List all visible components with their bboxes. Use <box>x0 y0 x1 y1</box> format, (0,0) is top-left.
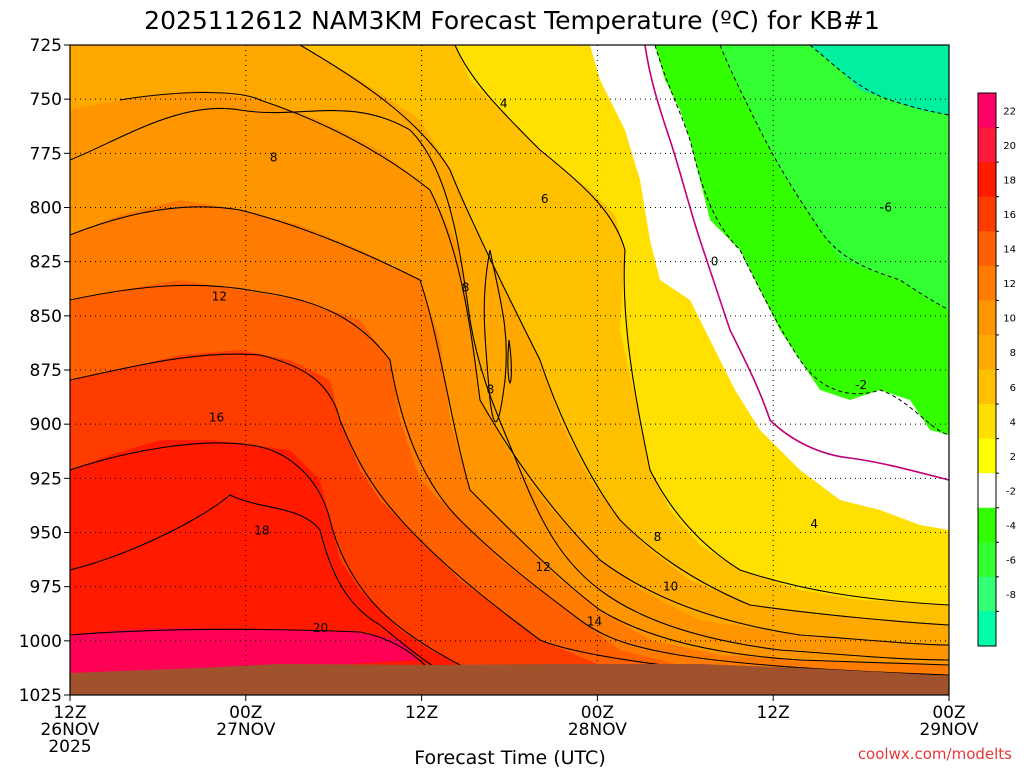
contour-label: 8 <box>462 281 470 295</box>
contour-label: 6 <box>541 192 549 206</box>
colorbar-label: 12 <box>1003 279 1016 290</box>
y-tick-label: 825 <box>30 253 62 273</box>
credit-text: coolwx.com/modelts <box>858 745 1012 763</box>
colorbar-swatch <box>978 196 996 232</box>
y-tick-label: 750 <box>30 90 62 110</box>
contour-label: 18 <box>254 523 269 537</box>
y-tick-label: 775 <box>30 144 62 164</box>
colorbar-swatch <box>978 611 996 647</box>
contour-lines <box>70 45 949 691</box>
colorbar-swatch <box>978 438 996 474</box>
colorbar-swatch <box>978 300 996 336</box>
x-tick-label: 29NOV <box>919 720 978 740</box>
contour-label: 16 <box>209 411 224 425</box>
colorbar-swatch <box>978 127 996 163</box>
y-axis: 725 750 775 800 825 850 875 900 925 950 975 1000 102… <box>19 36 70 706</box>
colorbar-swatch <box>978 231 996 267</box>
x-tick-label: 00Z <box>932 703 965 723</box>
colorbar-label: 6 <box>1010 383 1016 394</box>
colorbar-swatch <box>978 507 996 543</box>
y-tick-label: 1025 <box>19 686 62 706</box>
colorbar-swatch <box>978 576 996 612</box>
colorbar-swatch <box>978 369 996 405</box>
ground-surface <box>70 664 949 695</box>
x-tick-label: 12Z <box>757 703 790 723</box>
colorbar-swatch <box>978 334 996 370</box>
y-tick-label: 725 <box>30 36 62 56</box>
colorbar-label: 16 <box>1003 210 1016 221</box>
colorbar-label: -6 <box>1006 556 1016 567</box>
colorbar-label: 14 <box>1003 245 1016 256</box>
x-tick-label: 12Z <box>53 703 86 723</box>
negative-contours <box>654 45 949 436</box>
colorbar-swatch <box>978 93 996 129</box>
x-tick-label: 2025 <box>48 737 91 757</box>
y-tick-label: 850 <box>30 307 62 327</box>
x-tick-label: 28NOV <box>568 720 627 740</box>
colorbar-swatch <box>978 542 996 578</box>
y-tick-label: 975 <box>30 578 62 598</box>
contour-label: 12 <box>212 289 227 303</box>
y-tick-label: 925 <box>30 469 62 489</box>
y-tick-label: 875 <box>30 361 62 381</box>
colorbar-label: 18 <box>1003 175 1016 186</box>
contour-label: -6 <box>880 201 892 215</box>
colorbar-label: 2 <box>1010 452 1016 463</box>
y-tick-label: 1000 <box>19 632 62 652</box>
colorbar-swatch <box>978 404 996 440</box>
colorbar-swatch <box>978 265 996 301</box>
x-tick-label: 00Z <box>581 703 614 723</box>
plot-area <box>70 45 949 695</box>
x-axis-title: Forecast Time (UTC) <box>414 747 605 768</box>
colorbar-label: 20 <box>1003 141 1016 152</box>
band-teal-minus6 <box>810 45 949 115</box>
colorbar-label: 22 <box>1003 106 1016 117</box>
colorbar-swatch <box>978 162 996 198</box>
y-tick-label: 950 <box>30 524 62 544</box>
colorbar: 22 20 18 16 14 12 10 8 6 4 2 -2 -4 -6 -8 <box>977 92 1016 647</box>
contour-label: -2 <box>855 378 867 392</box>
x-tick-label: 00Z <box>229 703 262 723</box>
grid-lines <box>70 45 949 695</box>
contour-label: 20 <box>313 621 328 635</box>
x-tick-label: 12Z <box>405 703 438 723</box>
contour-label: 10 <box>663 580 678 594</box>
colorbar-label: 10 <box>1003 314 1016 325</box>
y-tick-label: 800 <box>30 199 62 219</box>
band-green-minus4 <box>720 45 949 310</box>
colorbar-label: -2 <box>1006 486 1016 497</box>
x-tick-label: 26NOV <box>40 720 99 740</box>
contour-label: 14 <box>587 614 602 628</box>
contour-label: 8 <box>487 383 495 397</box>
contour-label: 4 <box>810 517 818 531</box>
contour-labels: 4 8 6 0 -6 12 8 8 16 -2 4 18 8 12 10 14 20 <box>209 97 892 635</box>
zero-contour <box>644 45 949 481</box>
contour-label: 12 <box>536 560 551 574</box>
chart-title: 2025112612 NAM3KM Forecast Temperature (… <box>144 6 880 35</box>
contour-label: 0 <box>711 255 719 269</box>
y-tick-label: 900 <box>30 415 62 435</box>
contour-label: 8 <box>270 151 278 165</box>
colorbar-swatch <box>978 473 996 509</box>
colorbar-label: -8 <box>1006 590 1016 601</box>
colorbar-label: 8 <box>1010 348 1016 359</box>
contour-label: 4 <box>500 97 508 111</box>
colorbar-label: 4 <box>1010 417 1016 428</box>
contour-label: 8 <box>654 530 662 544</box>
x-tick-label: 27NOV <box>216 720 275 740</box>
band-magenta-20 <box>70 628 420 680</box>
colorbar-label: -4 <box>1006 521 1016 532</box>
